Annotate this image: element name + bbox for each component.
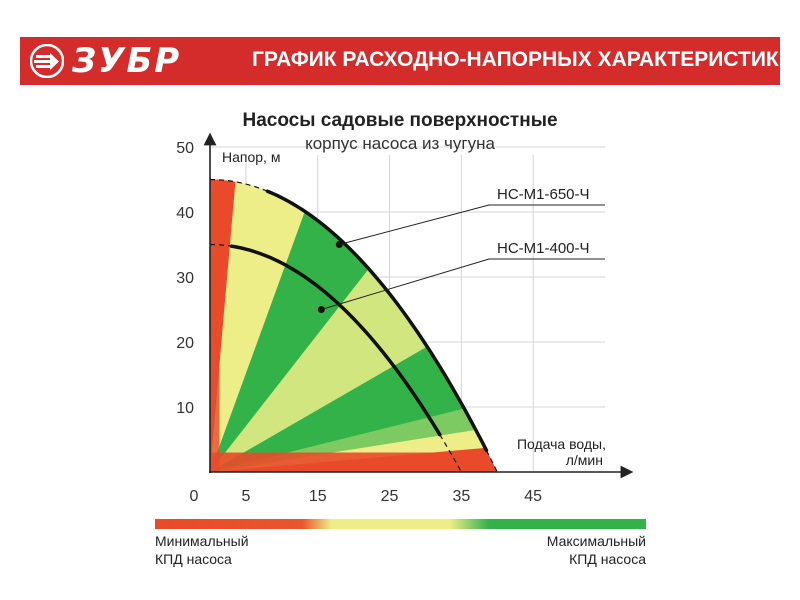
pump-curves [209,178,498,473]
y-tick-label: 30 [176,270,194,287]
x-tick-label: 0 [190,488,199,505]
curve-solid-0 [265,189,489,453]
curve-dashed-end-1 [439,434,462,473]
x-tick-label: 35 [452,488,470,505]
x-axis-label: Подача воды,л/мин [517,436,606,468]
heat-edge-bottom [210,452,498,472]
brand-logo: ЗУБР [30,41,182,81]
efficiency-heatmap [210,179,498,472]
legend-min-line1: Минимальный [155,533,249,549]
x-tick-label: 15 [309,488,327,505]
y-tick-label: 10 [176,400,194,417]
x-axis-label-line2: л/мин [566,452,603,468]
series-labels: НС-М1-650-Ч НС-М1-400-Ч [317,186,605,313]
x-tick-label: 5 [241,488,250,505]
heat-wedge [210,326,498,472]
x-tick-label: 25 [381,488,399,505]
efficiency-gradient-bar [155,519,646,529]
chart-axes: 10 20 30 40 50 0 5 15 25 35 45 [176,132,634,505]
curve-dashed-end-0 [485,450,498,473]
legend-min-line2: КПД насоса [155,551,232,567]
header-title: ГРАФИК РАСХОДНО-НАПОРНЫХ ХАРАКТЕРИСТИК [252,48,779,71]
legend-max-line1: Максимальный [546,533,646,549]
header-banner: ЗУБР ГРАФИК РАСХОДНО-НАПОРНЫХ ХАРАКТЕРИС… [20,37,780,85]
chart-subtitle: корпус насоса из чугуна [305,134,495,153]
y-axis-label: Напор, м [222,149,280,165]
y-tick-label: 50 [176,140,194,157]
curve-dashed-start-0 [209,178,268,192]
legend-max-efficiency: Максимальный КПД насоса [547,532,646,568]
legend-min-efficiency: Минимальный КПД насоса [155,532,249,568]
legend-max-line2: КПД насоса [569,551,646,567]
series-leader-0 [339,204,605,245]
heat-edge-left [210,179,220,472]
x-axis-label-line1: Подача воды, [517,436,606,452]
zubr-arrow-icon [30,44,64,78]
y-tick-label: 20 [176,335,194,352]
series-label-1: НС-М1-400-Ч [497,240,590,257]
y-tick-label: 40 [176,205,194,222]
series-leader-1 [321,258,605,310]
curve-solid-1 [229,244,442,437]
series-label-0: НС-М1-650-Ч [497,186,590,203]
curve-dashed-start-1 [209,243,232,247]
x-tick-label: 45 [524,488,542,505]
chart-title: Насосы садовые поверхностные [242,110,557,131]
brand-name: ЗУБР [72,41,182,81]
